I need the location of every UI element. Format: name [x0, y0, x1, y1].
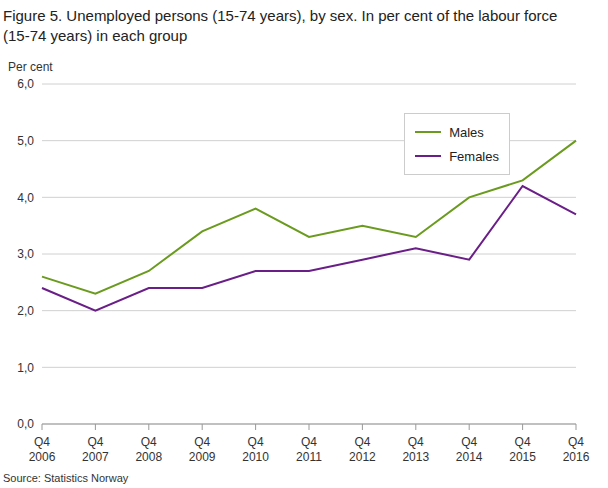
svg-text:1,0: 1,0 — [17, 361, 34, 375]
svg-text:Q42008: Q42008 — [135, 435, 162, 464]
svg-text:Q42010: Q42010 — [242, 435, 269, 464]
svg-text:Q42013: Q42013 — [402, 435, 429, 464]
svg-text:0,0: 0,0 — [17, 417, 34, 431]
svg-text:Q42009: Q42009 — [189, 435, 216, 464]
svg-text:Q42016: Q42016 — [563, 435, 590, 464]
svg-text:Q42011: Q42011 — [296, 435, 322, 464]
svg-text:Q42012: Q42012 — [349, 435, 376, 464]
svg-text:4,0: 4,0 — [17, 191, 34, 205]
html-text:Figure 5. Unemployed persons (: Figure 5. Unemployed persons (15-74 year… — [3, 7, 558, 44]
svg-text:Q42006: Q42006 — [29, 435, 56, 464]
html-text:Source: Statistics Norway: Source: Statistics Norway — [3, 472, 129, 484]
svg-text:5,0: 5,0 — [17, 134, 34, 148]
html-text:Per cent: Per cent — [8, 60, 53, 74]
svg-text:2,0: 2,0 — [17, 304, 34, 318]
svg-text:Q42015: Q42015 — [509, 435, 536, 464]
svg-text:3,0: 3,0 — [17, 247, 34, 261]
svg-text:Q42007: Q42007 — [82, 435, 109, 464]
html-text:Females: Females — [449, 148, 499, 164]
svg-text:Q42014: Q42014 — [456, 435, 483, 464]
svg-text:6,0: 6,0 — [17, 77, 34, 91]
html-text:Males: Males — [449, 124, 484, 140]
